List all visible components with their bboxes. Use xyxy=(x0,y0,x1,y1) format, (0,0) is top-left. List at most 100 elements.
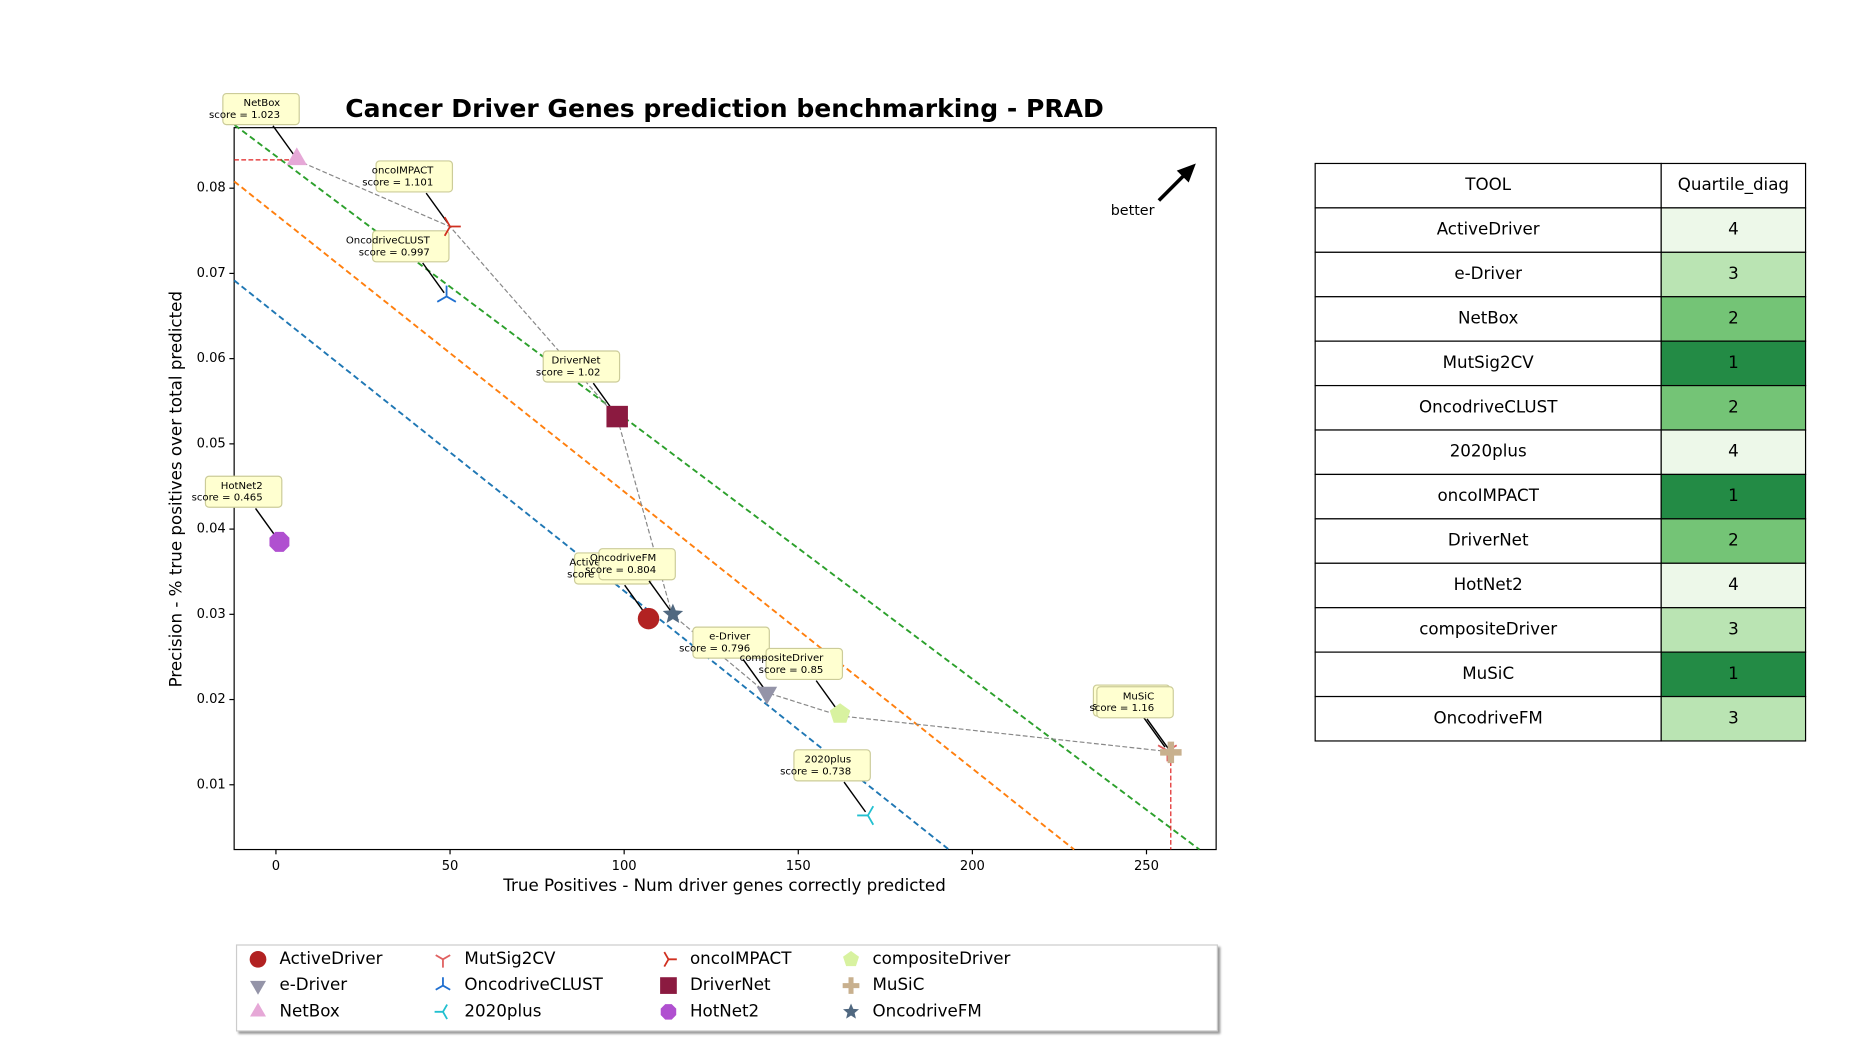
cell-text: OncodriveFM xyxy=(1434,707,1543,727)
cell-text: HotNet2 xyxy=(1454,574,1523,594)
cell-text: NetBox xyxy=(1458,307,1518,327)
cell-text: 2 xyxy=(1728,530,1739,550)
annotation-box xyxy=(692,626,770,659)
x-axis-label: True Positives - Num driver genes correc… xyxy=(502,875,946,895)
table-cell xyxy=(1314,607,1662,653)
legend-marker xyxy=(663,951,677,967)
x-tick-label: 200 xyxy=(960,859,985,874)
annotation-arrow xyxy=(422,262,445,294)
cell-text: ActiveDriver xyxy=(1437,219,1540,239)
legend-label: NetBox xyxy=(279,1000,339,1020)
legend-label: OncodriveFM xyxy=(873,1000,982,1020)
quartile-line xyxy=(226,118,1201,851)
legend-marker xyxy=(250,980,267,995)
legend-marker xyxy=(842,977,860,994)
point xyxy=(269,531,290,552)
annotation-box xyxy=(1096,686,1174,719)
table-cell xyxy=(1314,518,1662,564)
annotation-name: OncodriveFM xyxy=(590,553,656,564)
y-tick-label: 0.06 xyxy=(197,351,226,366)
annotation-box xyxy=(204,475,283,508)
y-tick-label: 0.04 xyxy=(197,522,226,537)
table-cell xyxy=(1660,473,1807,520)
cell-text: DriverNet xyxy=(1448,530,1529,550)
cell-text: MutSig2CV xyxy=(1443,352,1535,372)
annotation-name: oncoIMPACT xyxy=(372,165,434,176)
cell-text: oncoIMPACT xyxy=(1437,485,1539,505)
annotation-score: score = 0.997 xyxy=(359,247,430,258)
legend-label: DriverNet xyxy=(690,974,771,994)
point xyxy=(637,607,660,630)
y-tick-label: 0.07 xyxy=(197,266,226,281)
annotation-name: 2020plus xyxy=(805,754,852,765)
legend-marker xyxy=(249,950,267,968)
table-cell xyxy=(1314,562,1662,609)
legend-marker xyxy=(843,1003,860,1019)
chart-title: Cancer Driver Genes prediction benchmark… xyxy=(345,94,1104,123)
table-cell xyxy=(1660,429,1807,476)
table-cell xyxy=(1314,207,1662,253)
quartile-line xyxy=(233,180,1075,851)
annotation-arrow xyxy=(1142,716,1166,748)
legend-label: OncodriveCLUST xyxy=(464,974,603,994)
cell-text: 2020plus xyxy=(1450,441,1527,461)
annotation-arrow xyxy=(843,781,867,813)
y-axis-label: Precision - % true positives over total … xyxy=(165,291,185,687)
header-text: TOOL xyxy=(1464,174,1511,194)
annotation-box xyxy=(375,160,454,193)
quartile-lines xyxy=(226,118,1201,851)
annotation-score: score = 0.796 xyxy=(679,644,750,655)
point xyxy=(662,603,684,623)
table-cell xyxy=(1660,607,1807,653)
point xyxy=(436,285,457,303)
x-tick-label: 150 xyxy=(786,859,811,874)
legend-marker xyxy=(434,1004,448,1020)
point xyxy=(443,216,461,237)
annotation-name: OncodriveCLUST xyxy=(346,235,431,246)
annotation-score: score = 0.738 xyxy=(780,766,851,777)
header-text: Quartile_diag xyxy=(1678,174,1789,195)
x-tick-label: 100 xyxy=(612,859,637,874)
annotation-name: e-Driver xyxy=(709,632,751,643)
y-tick-label: 0.08 xyxy=(197,181,226,196)
legend-box xyxy=(235,944,1218,1032)
legend-label: compositeDriver xyxy=(873,948,1011,968)
cell-text: compositeDriver xyxy=(1419,618,1557,638)
annotation-name: compositeDriver xyxy=(740,653,825,664)
legend-label: 2020plus xyxy=(464,1000,541,1020)
annotation-score: score = 1.023 xyxy=(209,110,280,121)
cell-text: 3 xyxy=(1728,707,1739,727)
point xyxy=(1160,741,1182,764)
annotation-box xyxy=(542,350,621,383)
annotation-score: score = 0.85 xyxy=(759,665,824,676)
annotation-box xyxy=(765,647,844,681)
cell-text: 3 xyxy=(1728,263,1739,283)
legend-label: HotNet2 xyxy=(690,1000,759,1020)
legend-label: ActiveDriver xyxy=(279,948,382,968)
annotation-score: score = 0.804 xyxy=(585,565,656,576)
x-tick-label: 0 xyxy=(272,859,280,874)
table-cell xyxy=(1660,695,1807,742)
cell-text: 2 xyxy=(1728,307,1739,327)
annotation-name: DriverNet xyxy=(552,356,601,367)
annotation-name: MuSiC xyxy=(1123,691,1154,702)
header-cell xyxy=(1314,162,1662,209)
annotation-score: score = 1.02 xyxy=(536,367,601,378)
x-tick-label: 50 xyxy=(442,859,459,874)
legend-marker xyxy=(843,950,860,967)
annotation-arrow xyxy=(1146,718,1170,750)
arrow-head xyxy=(1176,163,1196,183)
table-cell xyxy=(1660,340,1807,387)
annotation-arrow xyxy=(254,508,278,539)
point xyxy=(756,686,778,705)
annotation: better xyxy=(1111,203,1155,219)
cell-text: 1 xyxy=(1728,663,1739,683)
point xyxy=(857,805,875,826)
cell-text: 3 xyxy=(1728,618,1739,638)
y-tick-label: 0.05 xyxy=(197,436,226,451)
y-tick-label: 0.02 xyxy=(197,692,226,707)
cell-text: 4 xyxy=(1728,574,1739,594)
annotation-score: score = 1.16 xyxy=(1089,703,1154,714)
